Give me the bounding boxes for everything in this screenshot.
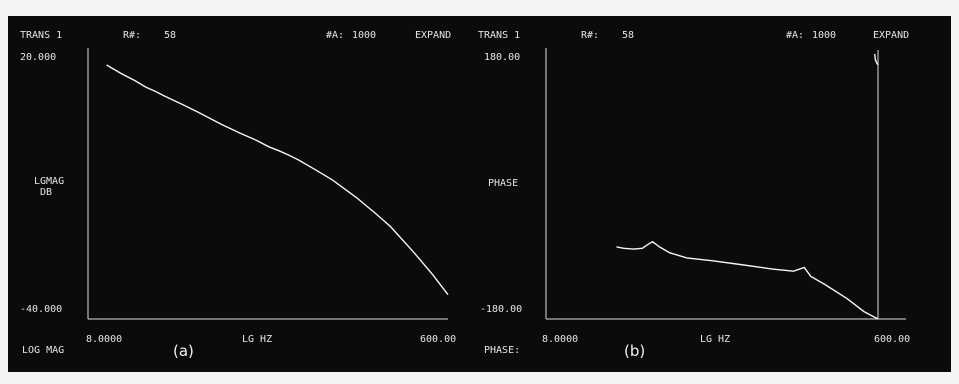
panel-a-a-value: 1000 [352, 30, 376, 41]
panel-b-x-tick-right: 600.00 [874, 334, 910, 345]
panel-a-y-tick-bottom: -40.000 [20, 304, 62, 315]
dual-plot-display: TRANS 1 R#: 58 #A: 1000 EXPAND 20.000 -4… [20, 30, 910, 360]
panel-a-y-tick-top: 20.000 [20, 52, 56, 63]
panel-b-ylabel: PHASE [488, 178, 518, 189]
panel-a: TRANS 1 R#: 58 #A: 1000 EXPAND 20.000 -4… [20, 30, 456, 360]
panel-b-x-tick-left: 8.0000 [542, 334, 578, 345]
panel-b-a-label: #A: [786, 30, 804, 41]
panel-b-r-value: 58 [622, 30, 634, 41]
panel-b-xlabel: LG HZ [700, 334, 730, 345]
panel-b-phase-trace [616, 240, 879, 320]
panel-b-mode-label: EXPAND [873, 30, 909, 41]
panel-a-x-tick-right: 600.00 [420, 334, 456, 345]
panel-b-r-label: R#: [581, 30, 599, 41]
panel-a-r-label: R#: [123, 30, 141, 41]
panel-a-x-tick-left: 8.0000 [86, 334, 122, 345]
panel-b-phase-wrap-trace [874, 53, 879, 66]
panel-b: TRANS 1 R#: 58 #A: 1000 EXPAND 180.00 -1… [478, 30, 910, 360]
panel-b-caption: (b) [624, 342, 645, 360]
panel-a-ylabel-line2: DB [40, 187, 52, 198]
panel-a-mode-label: EXPAND [415, 30, 451, 41]
panel-a-xlabel: LG HZ [242, 334, 272, 345]
panel-a-caption: (a) [173, 342, 194, 360]
panel-b-trans-label: TRANS 1 [478, 30, 520, 41]
panel-a-a-label: #A: [326, 30, 344, 41]
panel-b-y-tick-top: 180.00 [484, 52, 520, 63]
panel-a-r-value: 58 [164, 30, 176, 41]
panel-a-ylabel-line1: LGMAG [34, 176, 64, 187]
panel-b-footer-label: PHASE: [484, 345, 520, 356]
panel-a-trans-label: TRANS 1 [20, 30, 62, 41]
analyzer-screen: TRANS 1 R#: 58 #A: 1000 EXPAND 20.000 -4… [8, 16, 951, 372]
panel-a-magnitude-trace [106, 64, 449, 296]
panel-b-y-tick-bottom: -180.00 [480, 304, 522, 315]
panel-a-footer-label: LOG MAG [22, 345, 64, 356]
panel-b-a-value: 1000 [812, 30, 836, 41]
